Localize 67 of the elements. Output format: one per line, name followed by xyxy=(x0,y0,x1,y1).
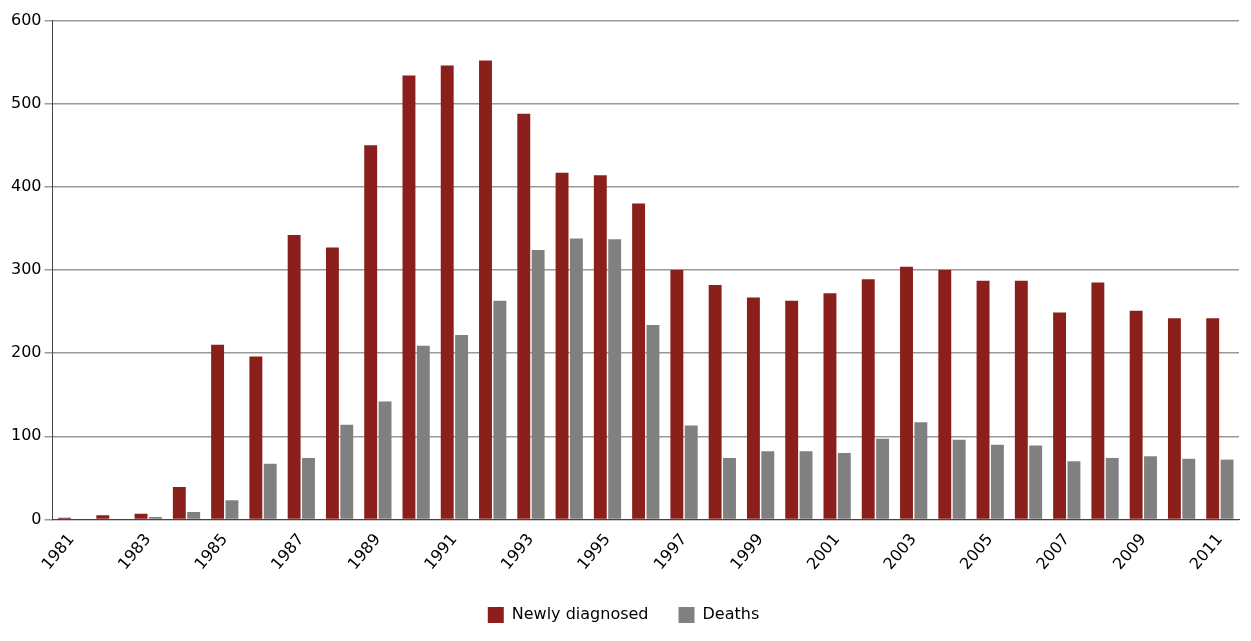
bar xyxy=(96,515,110,519)
y-tick-label: 500 xyxy=(10,92,42,112)
bar xyxy=(569,238,583,519)
bar xyxy=(861,279,875,519)
bar xyxy=(479,60,492,519)
bar xyxy=(952,439,966,519)
bar xyxy=(302,457,315,519)
bar xyxy=(287,235,301,519)
bar xyxy=(1105,457,1119,519)
bar xyxy=(440,65,454,519)
bar xyxy=(608,239,622,519)
y-tick-label: 200 xyxy=(10,342,42,362)
bar xyxy=(493,300,507,519)
bar xyxy=(555,172,569,519)
bar xyxy=(823,293,837,519)
bar xyxy=(134,513,148,519)
bar xyxy=(1014,280,1028,519)
bar xyxy=(670,270,684,519)
y-tick-label: 600 xyxy=(10,9,42,29)
bar xyxy=(402,75,416,519)
bar xyxy=(632,203,646,519)
bar xyxy=(976,280,990,519)
bar xyxy=(900,266,913,519)
bar xyxy=(990,444,1004,519)
bar xyxy=(684,425,698,519)
bar xyxy=(1067,461,1081,519)
bar xyxy=(746,297,760,519)
bar xyxy=(914,422,928,519)
bar xyxy=(1167,318,1181,519)
y-tick-label: 0 xyxy=(31,508,42,528)
bar xyxy=(593,175,607,519)
bar xyxy=(646,324,660,519)
bar xyxy=(531,250,545,519)
bar xyxy=(1220,459,1234,519)
bar xyxy=(837,452,851,519)
bar xyxy=(723,457,736,519)
bar xyxy=(799,451,813,519)
bar xyxy=(938,270,952,519)
bar xyxy=(1144,456,1157,519)
y-tick-label: 400 xyxy=(10,176,42,196)
bar xyxy=(211,344,225,519)
bar xyxy=(416,345,430,519)
y-tick-label: 100 xyxy=(10,425,42,445)
bar xyxy=(325,247,339,519)
bar xyxy=(263,463,277,519)
bar xyxy=(517,113,531,519)
bar xyxy=(1206,318,1220,519)
y-tick-label: 300 xyxy=(10,259,42,279)
legend-label: Deaths xyxy=(702,604,760,624)
bar xyxy=(1129,310,1143,519)
bar xyxy=(1053,312,1067,519)
bar xyxy=(1029,445,1043,519)
bar xyxy=(876,438,890,519)
bar xyxy=(708,285,722,519)
bar xyxy=(1091,282,1105,519)
bar xyxy=(1182,458,1196,519)
bar xyxy=(378,401,392,519)
bar xyxy=(172,487,186,519)
bar xyxy=(761,451,775,519)
bar xyxy=(364,145,378,519)
legend-label: Newly diagnosed xyxy=(511,604,649,624)
bar xyxy=(455,334,469,519)
bar xyxy=(340,424,354,519)
bar xyxy=(785,300,799,519)
bar xyxy=(187,511,201,519)
bar xyxy=(249,356,263,519)
bar xyxy=(225,500,239,519)
